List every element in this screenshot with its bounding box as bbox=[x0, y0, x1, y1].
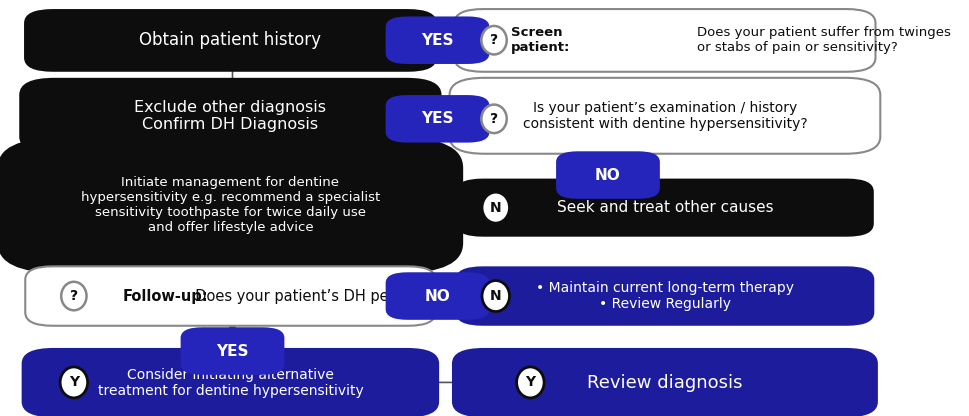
Text: Obtain patient history: Obtain patient history bbox=[140, 32, 321, 50]
Text: NO: NO bbox=[424, 289, 450, 304]
FancyBboxPatch shape bbox=[386, 17, 489, 64]
FancyBboxPatch shape bbox=[24, 9, 436, 72]
FancyBboxPatch shape bbox=[25, 266, 435, 326]
FancyBboxPatch shape bbox=[19, 78, 441, 154]
Text: Consider initiating alternative
treatment for dentine hypersensitivity: Consider initiating alternative treatmen… bbox=[98, 367, 363, 398]
FancyBboxPatch shape bbox=[455, 266, 873, 326]
Text: N: N bbox=[489, 289, 501, 303]
FancyBboxPatch shape bbox=[180, 327, 284, 375]
FancyBboxPatch shape bbox=[555, 151, 659, 199]
Text: YES: YES bbox=[421, 33, 453, 48]
Text: Exclude other diagnosis
Confirm DH Diagnosis: Exclude other diagnosis Confirm DH Diagn… bbox=[135, 99, 326, 132]
Text: • Maintain current long-term therapy
• Review Regularly: • Maintain current long-term therapy • R… bbox=[536, 281, 793, 311]
Text: Follow-up:: Follow-up: bbox=[123, 289, 208, 304]
Ellipse shape bbox=[61, 282, 86, 310]
Text: ?: ? bbox=[489, 33, 498, 47]
Text: ?: ? bbox=[489, 112, 498, 126]
FancyBboxPatch shape bbox=[386, 95, 489, 143]
Text: Is your patient’s examination / history
consistent with dentine hypersensitivity: Is your patient’s examination / history … bbox=[522, 101, 806, 131]
Text: Seek and treat other causes: Seek and treat other causes bbox=[556, 200, 772, 215]
Text: Does your patient’s DH persist?: Does your patient’s DH persist? bbox=[186, 289, 427, 304]
Ellipse shape bbox=[482, 192, 509, 223]
Text: Does your patient suffer from twinges
or stabs of pain or sensitivity?: Does your patient suffer from twinges or… bbox=[696, 26, 950, 54]
Text: NO: NO bbox=[595, 168, 620, 183]
FancyBboxPatch shape bbox=[386, 272, 489, 320]
Text: YES: YES bbox=[421, 111, 453, 126]
Text: Y: Y bbox=[69, 375, 78, 389]
Text: Y: Y bbox=[525, 375, 535, 389]
Text: Review diagnosis: Review diagnosis bbox=[586, 374, 742, 391]
Text: YES: YES bbox=[216, 344, 248, 359]
Text: Initiate management for dentine
hypersensitivity e.g. recommend a specialist
sen: Initiate management for dentine hypersen… bbox=[80, 176, 380, 234]
Text: N: N bbox=[489, 201, 501, 215]
FancyBboxPatch shape bbox=[453, 9, 875, 72]
FancyBboxPatch shape bbox=[455, 178, 873, 237]
Text: Screen
patient:: Screen patient: bbox=[511, 26, 570, 54]
FancyBboxPatch shape bbox=[449, 78, 880, 154]
Ellipse shape bbox=[481, 26, 506, 54]
Ellipse shape bbox=[481, 104, 506, 133]
FancyBboxPatch shape bbox=[452, 348, 877, 416]
Ellipse shape bbox=[482, 280, 509, 312]
FancyBboxPatch shape bbox=[0, 138, 462, 273]
Ellipse shape bbox=[60, 367, 87, 398]
Ellipse shape bbox=[516, 367, 544, 398]
Text: ?: ? bbox=[70, 289, 78, 303]
FancyBboxPatch shape bbox=[21, 348, 439, 416]
